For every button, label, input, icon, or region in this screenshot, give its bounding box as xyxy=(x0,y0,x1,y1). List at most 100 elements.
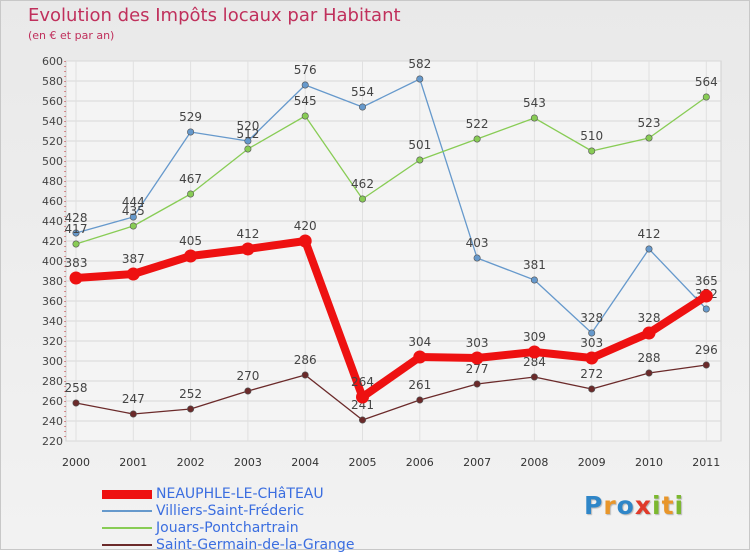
y-tick-label: 220 xyxy=(42,435,63,448)
data-point xyxy=(416,75,424,83)
y-tick-label: 500 xyxy=(42,155,63,168)
proxiti-logo: Proxiti xyxy=(584,491,684,520)
data-label: 510 xyxy=(580,129,603,143)
legend-label: NEAUPHLE-LE-CHâTEAU xyxy=(156,486,324,502)
y-tick-label: 260 xyxy=(42,395,63,408)
data-point xyxy=(470,351,484,365)
data-point xyxy=(588,329,596,337)
data-label: 412 xyxy=(236,227,259,241)
x-tick-label: 2007 xyxy=(463,456,491,469)
chart-title: Evolution des Impôts locaux par Habitant xyxy=(28,5,401,26)
x-tick-label: 2006 xyxy=(406,456,434,469)
data-label: 328 xyxy=(580,311,603,325)
data-point xyxy=(69,271,83,285)
y-tick-label: 300 xyxy=(42,355,63,368)
data-label: 247 xyxy=(122,392,145,406)
data-point xyxy=(129,222,137,230)
data-label: 420 xyxy=(294,219,317,233)
x-tick-label: 2011 xyxy=(692,456,720,469)
data-label: 501 xyxy=(408,138,431,152)
logo-letter: i xyxy=(652,491,662,520)
data-label: 252 xyxy=(179,387,202,401)
data-label: 444 xyxy=(122,195,145,209)
logo-letter: i xyxy=(674,491,685,520)
data-label: 270 xyxy=(236,369,259,383)
y-tick-label: 480 xyxy=(42,175,63,188)
logo-letter: o xyxy=(616,491,635,520)
y-tick-label: 420 xyxy=(42,235,63,248)
legend-label: Jouars-Pontchartrain xyxy=(156,520,299,536)
data-label: 309 xyxy=(523,330,546,344)
data-label: 304 xyxy=(408,335,431,349)
data-point xyxy=(184,249,198,263)
data-point xyxy=(473,135,481,143)
series-line xyxy=(75,78,707,334)
data-point xyxy=(129,410,137,418)
data-point xyxy=(413,350,427,364)
y-tick-label: 380 xyxy=(42,275,63,288)
data-point xyxy=(585,351,599,365)
data-point xyxy=(527,345,541,359)
data-label: 272 xyxy=(580,367,603,381)
data-label: 582 xyxy=(408,57,431,71)
data-point xyxy=(241,242,255,256)
y-tick-label: 360 xyxy=(42,295,63,308)
y-tick-label: 600 xyxy=(42,55,63,68)
data-label: 258 xyxy=(65,381,88,395)
data-point xyxy=(244,137,252,145)
data-point xyxy=(702,93,710,101)
data-label: 512 xyxy=(236,127,259,141)
data-label: 462 xyxy=(351,177,374,191)
data-label: 296 xyxy=(695,343,718,357)
data-label: 405 xyxy=(179,234,202,248)
data-point xyxy=(530,114,538,122)
data-point xyxy=(301,112,309,120)
data-point xyxy=(416,156,424,164)
data-label: 428 xyxy=(65,211,88,225)
y-tick-label: 400 xyxy=(42,255,63,268)
legend-label: Villiers-Saint-Fréderic xyxy=(156,503,305,519)
data-label: 523 xyxy=(638,116,661,130)
data-point xyxy=(187,190,195,198)
y-tick-label: 520 xyxy=(42,135,63,148)
data-point xyxy=(72,240,80,248)
data-point xyxy=(72,399,80,407)
x-tick-label: 2001 xyxy=(119,456,147,469)
plot-area xyxy=(65,60,722,442)
data-point xyxy=(187,128,195,136)
data-point xyxy=(72,229,80,237)
data-point xyxy=(530,373,538,381)
series-line xyxy=(72,237,711,401)
data-label: 576 xyxy=(294,63,317,77)
data-label: 387 xyxy=(122,252,145,266)
data-label: 564 xyxy=(695,75,718,89)
series-line xyxy=(75,364,707,421)
logo-letter: x xyxy=(634,491,652,520)
y-tick-label: 580 xyxy=(42,75,63,88)
data-label: 435 xyxy=(122,204,145,218)
data-label: 520 xyxy=(236,119,259,133)
data-label: 288 xyxy=(638,351,661,365)
data-point xyxy=(358,416,366,424)
series-line xyxy=(75,96,707,245)
data-point xyxy=(645,369,653,377)
data-point xyxy=(645,245,653,253)
data-point xyxy=(356,390,369,404)
logo-letter: t xyxy=(661,491,675,520)
data-point xyxy=(702,361,710,369)
data-label: 403 xyxy=(466,236,489,250)
data-point xyxy=(699,289,713,303)
legend-swatch xyxy=(102,489,152,499)
data-label: 543 xyxy=(523,96,546,110)
data-point xyxy=(126,267,140,281)
data-label: 303 xyxy=(580,336,603,350)
y-tick-label: 340 xyxy=(42,315,63,328)
data-label: 381 xyxy=(523,258,546,272)
y-tick-label: 280 xyxy=(42,375,63,388)
data-label: 529 xyxy=(179,110,202,124)
data-label: 545 xyxy=(294,94,317,108)
data-label: 365 xyxy=(695,274,718,288)
x-tick-label: 2002 xyxy=(177,456,205,469)
data-point xyxy=(645,134,653,142)
